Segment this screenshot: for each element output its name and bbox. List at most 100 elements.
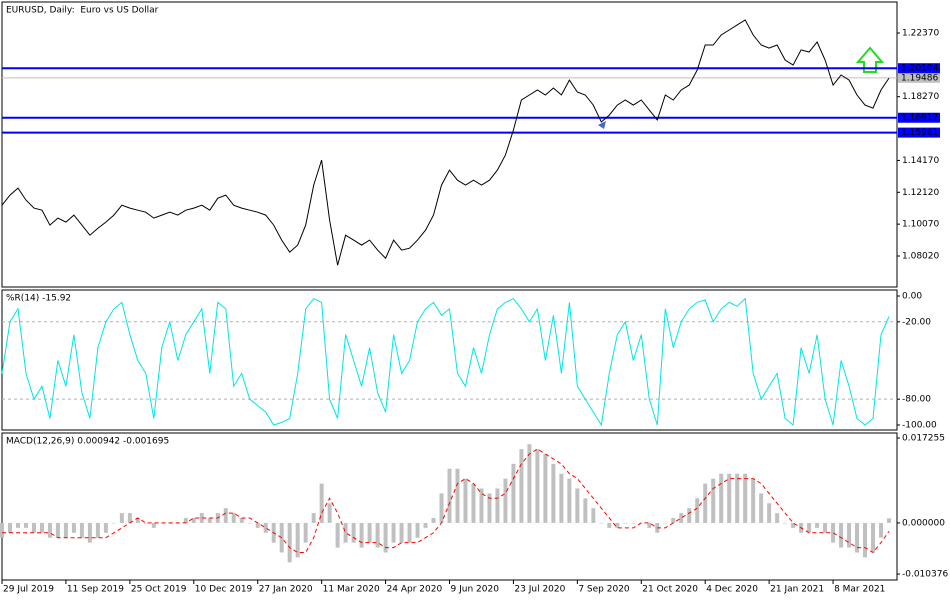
histogram-bar	[455, 468, 460, 523]
histogram-bar	[495, 488, 500, 523]
histogram-bar	[31, 522, 36, 533]
histogram-bar	[199, 513, 204, 523]
histogram-bar	[551, 463, 556, 523]
hline-label-box	[898, 127, 940, 138]
histogram-bar	[647, 522, 652, 528]
histogram-bar	[415, 522, 420, 538]
current-price-box	[898, 72, 940, 83]
histogram-bar	[567, 478, 572, 523]
hline-label: 1.15961	[901, 128, 938, 138]
histogram-bar	[575, 488, 580, 523]
histogram-bar	[183, 518, 188, 523]
y-tick-label: 1.12120	[902, 188, 939, 198]
series-line	[2, 448, 890, 554]
histogram-bar	[71, 522, 76, 533]
histogram-bar	[351, 522, 356, 543]
y-tick-label: 1.08020	[902, 251, 939, 261]
histogram-bar	[679, 513, 684, 523]
histogram-bar	[399, 522, 404, 543]
hline-label: 1.16917	[901, 113, 938, 123]
histogram-bar	[631, 522, 636, 524]
histogram-bar	[615, 522, 620, 528]
y-tick-label: 1.14170	[902, 156, 939, 166]
panel-frame	[1, 289, 898, 431]
histogram-bar	[751, 478, 756, 523]
histogram-bar	[759, 493, 764, 523]
histogram-bar	[535, 449, 540, 523]
histogram-bar	[319, 483, 324, 523]
histogram-bar	[423, 522, 428, 528]
x-tick-label: 25 Oct 2019	[131, 585, 187, 595]
y-tick-label: -20.00	[902, 317, 931, 327]
hline-label-box	[898, 63, 940, 74]
histogram-bar	[383, 522, 388, 553]
histogram-bar	[879, 522, 884, 538]
histogram-bar	[839, 522, 844, 548]
histogram-bar	[439, 493, 444, 523]
hline-label: 1.20104	[901, 64, 938, 74]
y-tick-label: -0.010376	[902, 570, 948, 580]
histogram-bar	[263, 522, 268, 533]
histogram-bar	[711, 478, 716, 523]
histogram-bar	[239, 518, 244, 523]
histogram-bar	[471, 483, 476, 523]
histogram-bar	[247, 522, 252, 524]
histogram-bar	[855, 522, 860, 553]
x-tick-label: 24 Apr 2020	[387, 585, 443, 595]
histogram-bar	[519, 449, 524, 523]
histogram-bar	[447, 468, 452, 523]
panel-title: MACD(12,26,9) 0.000942 -0.001695	[6, 437, 169, 447]
histogram-bar	[87, 522, 92, 543]
histogram-bar	[223, 508, 228, 523]
histogram-bar	[23, 522, 28, 528]
histogram-bar	[479, 488, 484, 523]
histogram-bar	[63, 522, 68, 538]
x-tick-label: 27 Jan 2020	[259, 585, 313, 595]
histogram-bar	[791, 522, 796, 528]
histogram-bar	[831, 522, 836, 543]
histogram-bar	[7, 522, 12, 533]
histogram-bar	[775, 513, 780, 523]
small-arrow	[598, 121, 606, 129]
histogram-bar	[359, 522, 364, 548]
x-tick-label: 9 Jun 2020	[451, 585, 500, 595]
histogram-bar	[335, 522, 340, 548]
y-tick-label: -80.00	[902, 395, 931, 405]
histogram-bar	[871, 522, 876, 553]
histogram-bar	[303, 522, 308, 543]
y-tick-label: 0.000000	[902, 518, 945, 528]
histogram-bar	[487, 493, 492, 523]
histogram-bar	[663, 522, 668, 524]
histogram-bar	[559, 473, 564, 523]
histogram-bar	[191, 518, 196, 523]
series-line	[1, 19, 890, 266]
histogram-bar	[887, 518, 892, 523]
panel-frame	[1, 1, 898, 288]
histogram-bar	[783, 522, 788, 524]
x-tick-label: 21 Oct 2020	[642, 585, 698, 595]
histogram-bar	[391, 522, 396, 543]
histogram-bar	[807, 522, 812, 533]
histogram-bar	[607, 522, 612, 528]
histogram-bar	[55, 522, 60, 538]
histogram-bar	[95, 522, 100, 538]
histogram-bar	[599, 522, 604, 524]
y-tick-label: 1.10070	[902, 220, 939, 230]
histogram-bar	[863, 522, 868, 558]
x-tick-label: 29 Jul 2019	[3, 585, 54, 595]
x-tick-label: 8 Mar 2021	[834, 585, 885, 595]
current-price-label: 1.19486	[901, 73, 938, 83]
histogram-bar	[127, 513, 132, 523]
histogram-bar	[287, 522, 292, 563]
histogram-bar	[135, 518, 140, 523]
x-tick-label: 23 Jul 2020	[514, 585, 565, 595]
histogram-bar	[727, 473, 732, 523]
histogram-bar	[503, 478, 508, 523]
histogram-bar	[463, 478, 468, 523]
histogram-bar	[511, 463, 516, 523]
panel-title: %R(14) -15.92	[6, 294, 71, 304]
histogram-bar	[39, 522, 44, 533]
histogram-bar	[591, 508, 596, 523]
x-tick-label: 11 Mar 2020	[323, 585, 380, 595]
